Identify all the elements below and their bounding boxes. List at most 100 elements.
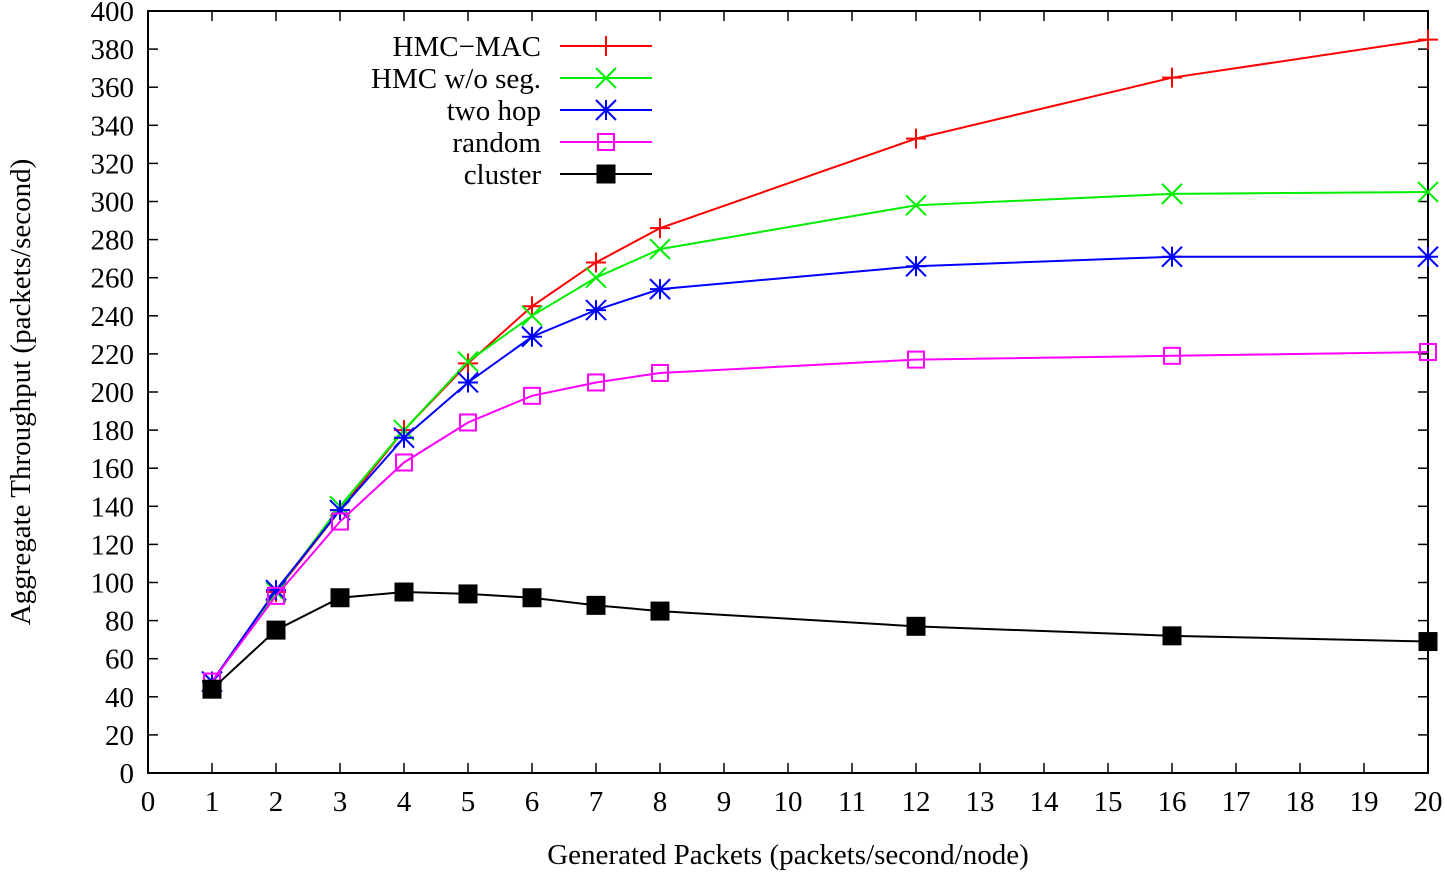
data-point-random: [587, 373, 605, 392]
data-point-cluster: [394, 582, 414, 602]
data-point-random: [523, 386, 541, 405]
data-point-two-hop: [265, 579, 287, 601]
data-point-random: [267, 586, 285, 605]
y-tick-label: 80: [105, 606, 134, 638]
x-tick-label: 14: [1030, 786, 1060, 818]
series-line-two-hop: [211, 255, 1428, 683]
x-tick-label: 1: [205, 786, 220, 818]
data-point-hmc-mac: [586, 252, 606, 273]
y-tick-label: 0: [120, 758, 135, 790]
series-layer: [201, 29, 1439, 699]
plot-area: [147, 10, 1429, 774]
series-random: [203, 342, 1437, 691]
x-tick-label: 9: [717, 786, 732, 818]
data-point-two-hop: [1417, 246, 1439, 268]
data-point-two-hop: [329, 499, 351, 521]
y-tick-label: 120: [91, 529, 135, 561]
data-point-hmc-w-o-seg: [905, 194, 927, 217]
x-tick-label: 5: [461, 786, 476, 818]
data-point-cluster: [522, 588, 542, 608]
y-tick-label: 40: [105, 682, 134, 714]
data-point-hmc-mac: [906, 128, 926, 149]
data-point-two-hop: [457, 371, 479, 394]
data-point-cluster: [586, 595, 606, 615]
y-tick-label: 20: [105, 720, 134, 752]
data-point-cluster: [330, 588, 350, 608]
data-point-cluster: [266, 620, 286, 640]
x-tick-label: 16: [1158, 786, 1187, 818]
legend-marker: [595, 67, 617, 89]
data-point-random: [459, 413, 477, 432]
legend-label: random: [452, 127, 541, 159]
data-point-cluster: [1418, 632, 1438, 652]
data-point-hmc-w-o-seg: [585, 266, 607, 289]
legend-label: cluster: [464, 159, 542, 191]
data-point-cluster: [202, 679, 222, 699]
data-point-two-hop: [649, 278, 671, 300]
x-tick-label: 8: [653, 786, 668, 818]
x-tick-label: 20: [1414, 786, 1443, 818]
y-tick-label: 320: [91, 148, 135, 180]
data-point-hmc-w-o-seg: [1161, 183, 1183, 205]
data-point-two-hop: [905, 255, 927, 277]
legend-marker: [595, 99, 617, 121]
y-tick-label: 260: [91, 263, 135, 295]
data-point-random: [395, 453, 413, 472]
x-tick-label: 17: [1222, 786, 1251, 818]
data-point-random: [331, 512, 349, 531]
x-axis: 0 1 2 3 4 5 6 7 8 9 10 11 12 13 14 15 16 17 18 19 20: [141, 11, 1443, 818]
series-line-hmc-mac: [211, 38, 1429, 683]
y-tick-label: 380: [91, 34, 135, 66]
series-line-cluster: [211, 591, 1429, 690]
y-tick-label: 240: [91, 301, 135, 333]
y-tick-label: 300: [91, 187, 135, 219]
legend-marker: [597, 133, 615, 151]
series-cluster: [202, 582, 1438, 699]
data-point-hmc-w-o-seg: [1417, 181, 1439, 203]
legend-marker: [596, 164, 616, 184]
x-tick-label: 6: [525, 786, 540, 818]
data-point-hmc-mac: [1162, 67, 1182, 88]
y-tick-label: 180: [91, 415, 135, 447]
legend-label: HMC−MAC: [393, 31, 542, 63]
data-point-hmc-w-o-seg: [649, 238, 671, 260]
data-point-cluster: [906, 616, 926, 636]
y-tick-label: 360: [91, 72, 135, 104]
data-point-hmc-mac: [522, 296, 542, 317]
data-point-random: [651, 363, 669, 382]
x-tick-label: 18: [1286, 786, 1315, 818]
legend-marker: [596, 36, 616, 56]
data-point-hmc-mac: [1418, 29, 1438, 50]
x-tick-label: 0: [141, 786, 156, 818]
data-point-hmc-w-o-seg: [521, 305, 543, 327]
data-point-hmc-mac: [458, 353, 478, 374]
y-tick-label: 200: [91, 377, 135, 409]
x-tick-label: 7: [589, 786, 604, 818]
data-point-cluster: [650, 601, 670, 621]
data-point-cluster: [1162, 626, 1182, 646]
x-tick-label: 19: [1350, 786, 1379, 818]
x-tick-label: 10: [774, 786, 803, 818]
y-axis-title: Aggregate Throughput (packets/second): [5, 159, 37, 626]
series-hmc-w-o-seg: [201, 181, 1439, 693]
data-point-two-hop: [521, 326, 543, 348]
data-point-random: [1419, 342, 1437, 361]
y-axis: 0 20 40 60 80 100 120 140 160 180 200 220 240 260 280 3…: [91, 0, 1428, 790]
y-tick-label: 340: [91, 110, 135, 142]
x-tick-label: 11: [838, 786, 866, 818]
x-tick-label: 4: [397, 786, 412, 818]
data-point-two-hop: [1161, 246, 1183, 268]
x-axis-title: Generated Packets (packets/second/node): [547, 839, 1029, 871]
plot-frame: [147, 10, 1429, 774]
y-tick-label: 280: [91, 225, 135, 257]
data-point-hmc-mac: [650, 218, 670, 239]
series-hmc-mac: [202, 29, 1438, 692]
legend-label: two hop: [447, 95, 541, 127]
y-tick-label: 60: [105, 644, 134, 676]
legend-label: HMC w/o seg.: [371, 63, 541, 95]
data-point-random: [907, 350, 925, 369]
y-tick-label: 140: [91, 491, 135, 523]
data-point-two-hop: [393, 427, 415, 449]
